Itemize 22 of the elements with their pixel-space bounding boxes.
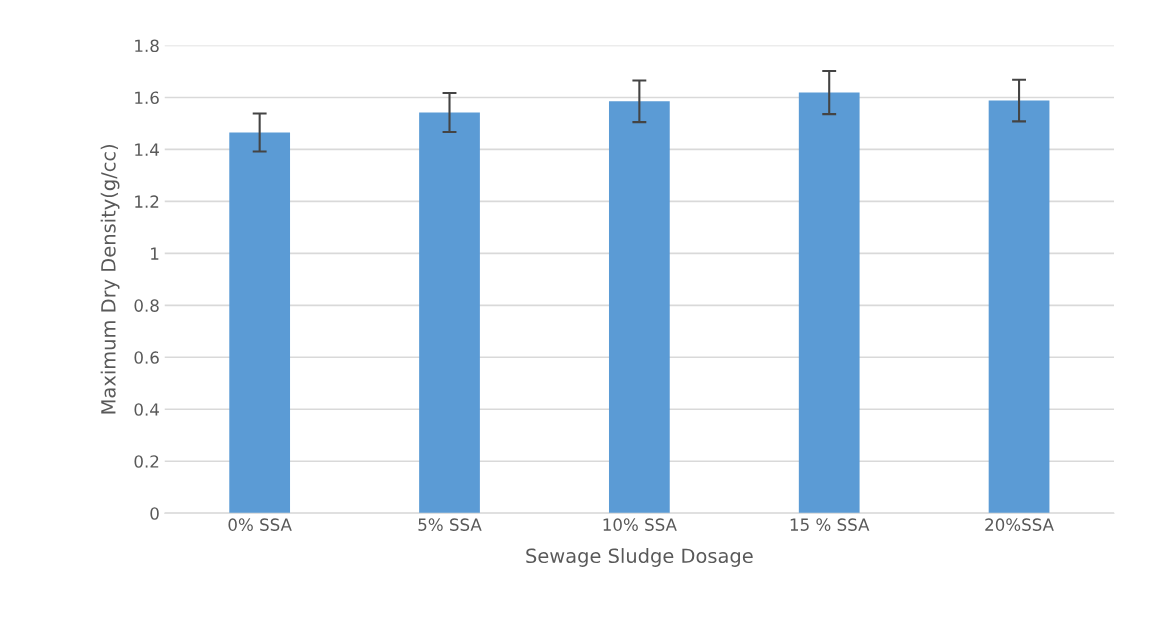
x-tick-label: 10% SSA (603, 518, 677, 531)
y-tick-label: 0.4 (134, 403, 159, 416)
y-axis-title: Maximum Dry Density(g/cc) (100, 145, 120, 414)
y-tick-label: 1.6 (135, 91, 159, 105)
y-tick-label: 1.4 (135, 143, 159, 156)
y-tick-label: 1.2 (135, 195, 159, 208)
y-tick-label: 1.8 (135, 39, 159, 53)
bar (798, 92, 860, 514)
bar (988, 100, 1050, 514)
y-tick-label: 0 (150, 507, 159, 520)
bar (419, 112, 480, 514)
bar (608, 101, 670, 514)
x-tick-label: 5% SSA (418, 518, 482, 531)
x-tick-label: 15 % SSA (790, 518, 870, 531)
bar (229, 132, 291, 514)
x-tick-label: 0% SSA (228, 518, 292, 531)
y-tick-label: 0.8 (134, 299, 159, 312)
y-tick-label: 0.2 (134, 455, 159, 468)
x-tick-label: 20%SSA (985, 518, 1054, 531)
y-tick-label: 1 (151, 247, 159, 260)
x-axis-title: Sewage Sludge Dosage (526, 548, 753, 567)
y-tick-label: 0.6 (134, 351, 159, 364)
